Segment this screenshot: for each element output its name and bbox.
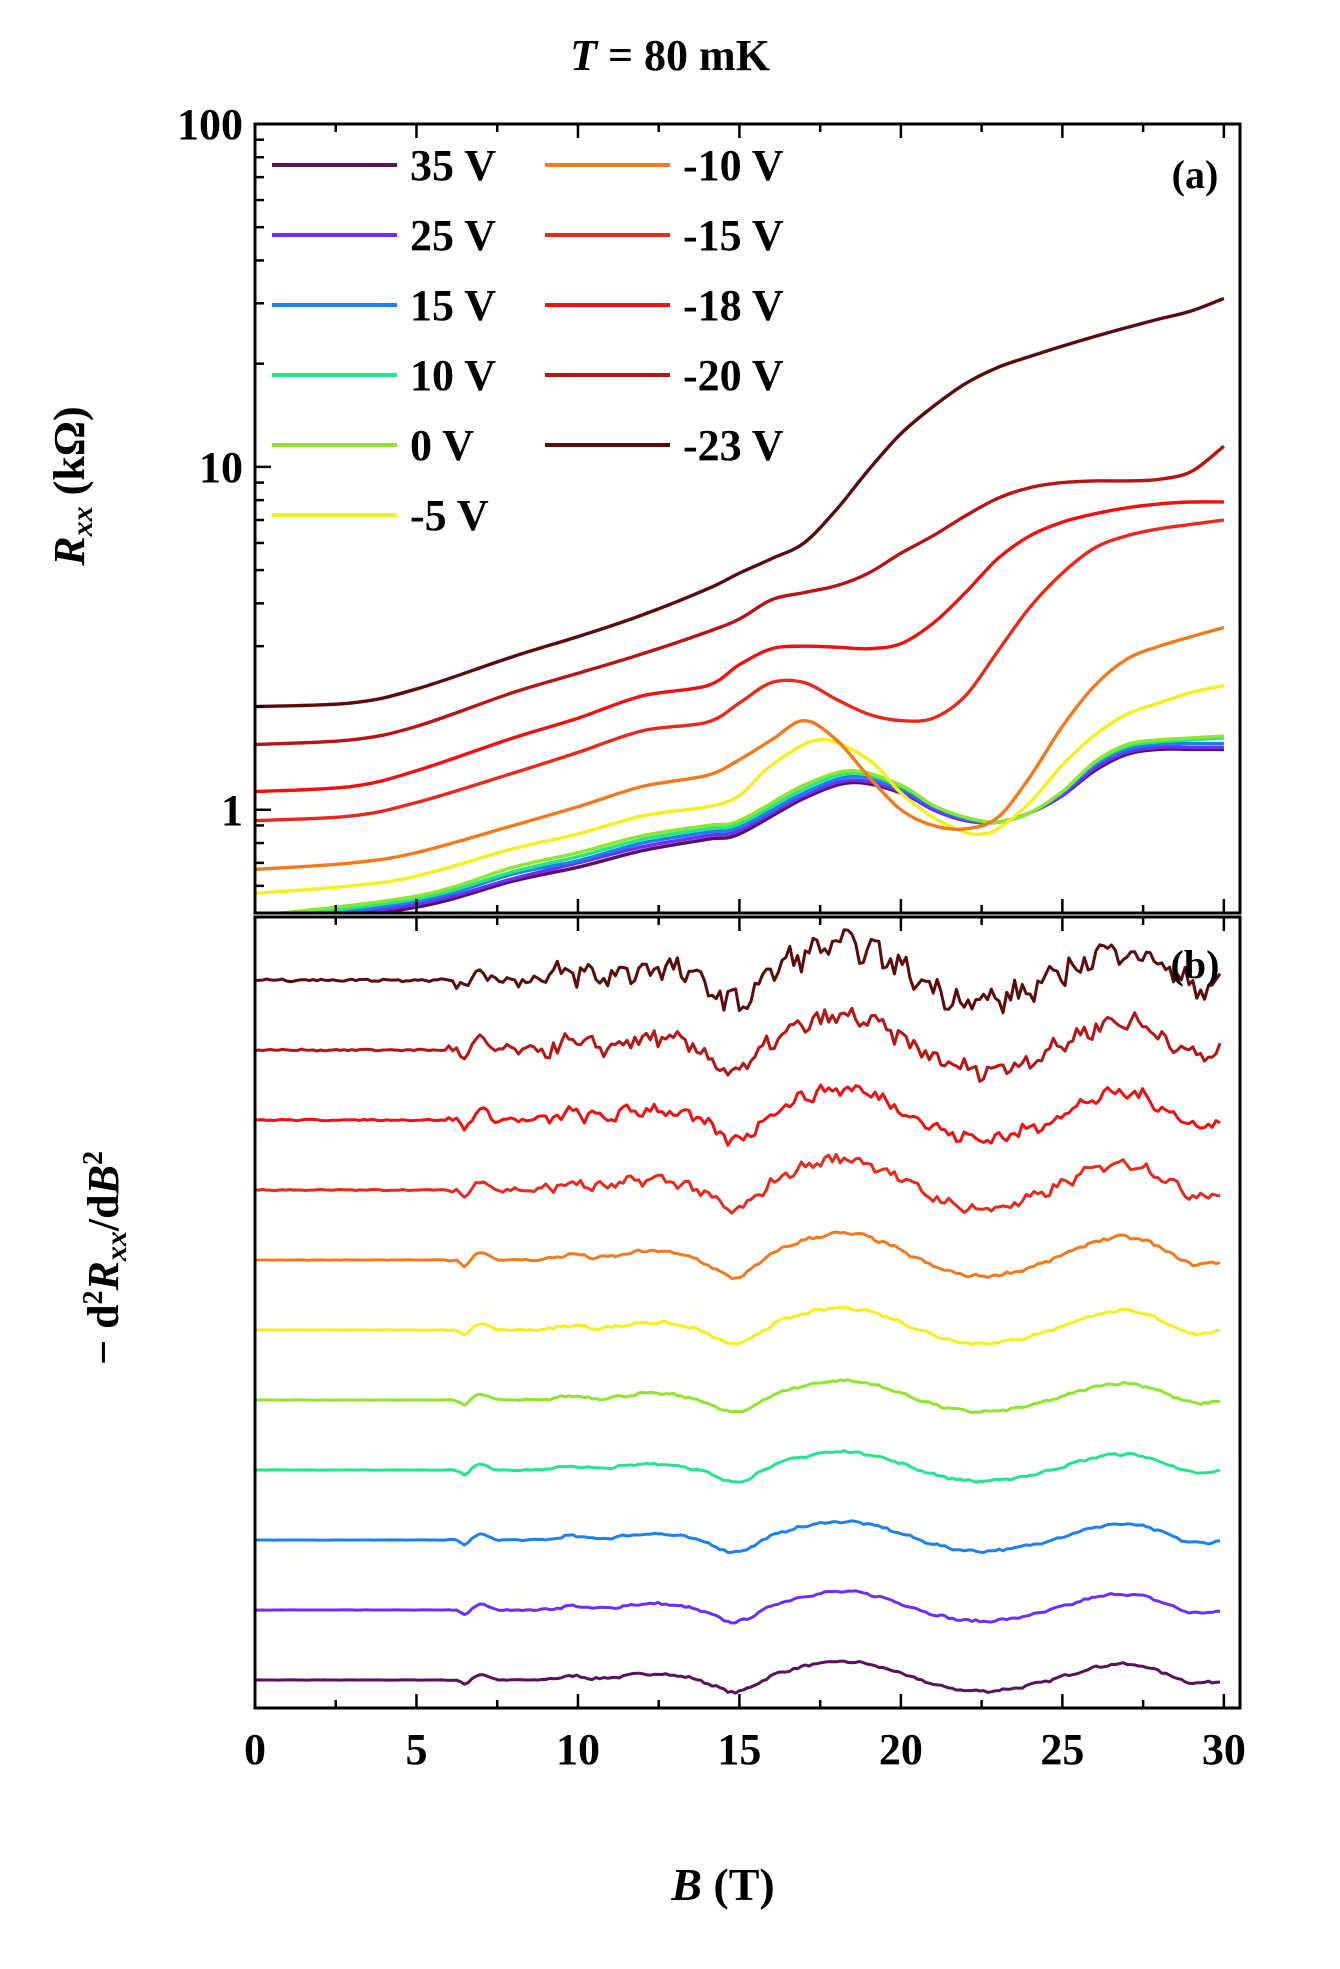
panel-b-series-group: [255, 928, 1222, 1695]
panel-b-frame: [253, 915, 1242, 1710]
panel-a-y-label-sub: xx: [66, 506, 99, 537]
legend-label: -5 V: [410, 491, 489, 540]
series-b-neg10V: [255, 1230, 1221, 1280]
legend-label: -18 V: [683, 281, 784, 330]
series-b-neg20V: [255, 1006, 1222, 1083]
panel-b-y-axis-label: − d2Rxx/dB2: [78, 1151, 133, 1365]
series-a-neg20V: [255, 444, 1225, 747]
series-a-neg15V: [255, 518, 1225, 823]
series-a-neg10V: [255, 625, 1225, 872]
series-b-25V: [255, 1589, 1221, 1625]
panel-a: 1 10 100 35 V 25 V 15 V 10 V 0 V -5 V -10 V -15 V…: [45, 100, 1242, 915]
legend-label: -15 V: [683, 211, 784, 260]
series-b-0V: [255, 1378, 1221, 1414]
series-b-neg5V: [255, 1305, 1221, 1346]
x-tick-label: 0: [244, 1725, 266, 1774]
series-a-neg23V: [255, 296, 1225, 709]
series-a-0V: [266, 734, 1224, 913]
x-axis-label-var: B: [670, 1859, 702, 1910]
x-axis-label: B (T): [670, 1859, 775, 1910]
series-b-neg15V: [255, 1152, 1221, 1215]
legend-label: 35 V: [410, 141, 496, 190]
x-tick-label: 30: [1202, 1725, 1246, 1774]
x-tick-label: 10: [556, 1725, 600, 1774]
series-b-10V: [255, 1449, 1221, 1484]
panel-a-y-label-unit: (kΩ): [45, 406, 94, 506]
legend-label: -23 V: [683, 421, 784, 470]
series-b-35V: [255, 1659, 1221, 1695]
y-tick-label: 100: [177, 100, 243, 149]
x-tick-label: 5: [405, 1725, 427, 1774]
series-a-15V: [320, 741, 1224, 913]
figure-title-var: T: [570, 31, 599, 80]
legend-label: 0 V: [410, 421, 474, 470]
x-tick-label: 15: [717, 1725, 761, 1774]
legend-label: -20 V: [683, 351, 784, 400]
panel-a-y-axis-label: Rxx (kΩ): [45, 406, 99, 566]
series-b-15V: [255, 1519, 1221, 1554]
legend-label: -10 V: [683, 141, 784, 190]
legend-label: 10 V: [410, 351, 496, 400]
series-b-neg23V: [255, 928, 1222, 1015]
figure-title: T = 80 mK: [570, 31, 770, 80]
y-tick-label: 10: [199, 443, 243, 492]
panel-a-axes: 1 10 100: [177, 100, 1242, 915]
panel-a-label: (a): [1172, 152, 1219, 197]
panel-b-label: (b): [1171, 942, 1220, 987]
panel-a-series-group: [255, 296, 1225, 913]
panel-a-frame: [253, 122, 1242, 915]
x-tick-label: 20: [879, 1725, 923, 1774]
figure-title-rest: = 80 mK: [597, 31, 770, 80]
series-b-neg18V: [255, 1083, 1221, 1147]
series-a-neg5V: [255, 684, 1225, 896]
panel-a-y-label-var: R: [45, 536, 94, 566]
x-tick-label: 25: [1040, 1725, 1084, 1774]
panel-a-legend: 35 V 25 V 15 V 10 V 0 V -5 V -10 V -15 V -18 V -2…: [272, 141, 784, 540]
legend-label: 15 V: [410, 281, 496, 330]
x-axis-label-unit: (T): [702, 1859, 775, 1910]
panel-b: 0 5 10 15 20 25 30 (b) − d2Rxx/dB2: [78, 915, 1246, 1774]
legend-label: 25 V: [410, 211, 496, 260]
panel-b-axes: 0 5 10 15 20 25 30: [244, 915, 1246, 1774]
y-tick-label: 1: [221, 786, 243, 835]
series-a-neg18V: [255, 500, 1224, 794]
